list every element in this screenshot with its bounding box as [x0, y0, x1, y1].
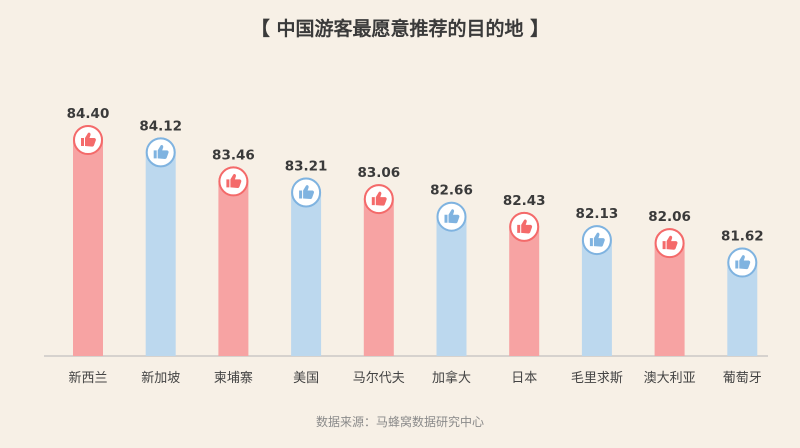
value-label: 84.12 — [139, 118, 182, 134]
bar — [145, 137, 176, 356]
thumbs-up-icon — [436, 201, 467, 232]
thumbs-up-icon — [727, 247, 758, 278]
bar — [581, 225, 612, 356]
value-label: 83.21 — [285, 158, 328, 174]
category-label: 新西兰 — [68, 370, 107, 386]
thumb-glyph — [371, 191, 387, 206]
value-label: 82.13 — [576, 206, 619, 222]
category-label: 加拿大 — [432, 370, 471, 386]
thumb-glyph — [735, 255, 751, 270]
bar — [436, 201, 467, 356]
thumb-glyph — [444, 209, 460, 224]
category-label: 澳大利亚 — [644, 370, 696, 386]
data-source: 数据来源：马蜂窝数据研究中心 — [315, 415, 484, 429]
value-label: 84.40 — [67, 106, 110, 122]
thumb-glyph — [226, 174, 242, 189]
thumb-glyph — [299, 185, 315, 200]
bar — [654, 228, 685, 356]
value-label: 82.43 — [503, 193, 546, 209]
value-label: 82.66 — [430, 183, 473, 199]
thumb-glyph — [81, 132, 96, 147]
category-label: 美国 — [293, 371, 319, 386]
thumb-glyph — [153, 144, 169, 159]
chart-title: 【 中国游客最愿意推荐的目的地 】 — [250, 18, 550, 40]
thumb-glyph — [662, 235, 678, 250]
category-label: 日本 — [511, 371, 537, 386]
value-label: 83.06 — [357, 165, 400, 181]
category-label: 葡萄牙 — [723, 371, 762, 386]
value-label: 82.06 — [648, 209, 691, 225]
thumb-glyph — [589, 232, 605, 247]
value-label: 83.46 — [212, 147, 255, 163]
bar — [291, 177, 322, 356]
thumbs-up-icon — [73, 125, 103, 155]
bar — [73, 125, 103, 356]
thumbs-up-icon — [581, 225, 612, 256]
bar — [509, 211, 540, 356]
value-label: 81.62 — [721, 229, 764, 245]
category-label: 毛里求斯 — [571, 371, 623, 386]
thumb-glyph — [517, 219, 533, 234]
bar — [363, 184, 394, 356]
thumbs-up-icon — [363, 184, 394, 215]
thumbs-up-icon — [291, 177, 322, 208]
thumbs-up-icon — [145, 137, 176, 168]
category-label: 马尔代夫 — [353, 371, 405, 386]
category-label: 新加坡 — [141, 370, 180, 386]
bar — [218, 166, 249, 356]
category-label: 柬埔寨 — [214, 370, 253, 386]
thumbs-up-icon — [509, 211, 540, 242]
thumbs-up-icon — [654, 228, 685, 259]
thumbs-up-icon — [218, 166, 249, 197]
